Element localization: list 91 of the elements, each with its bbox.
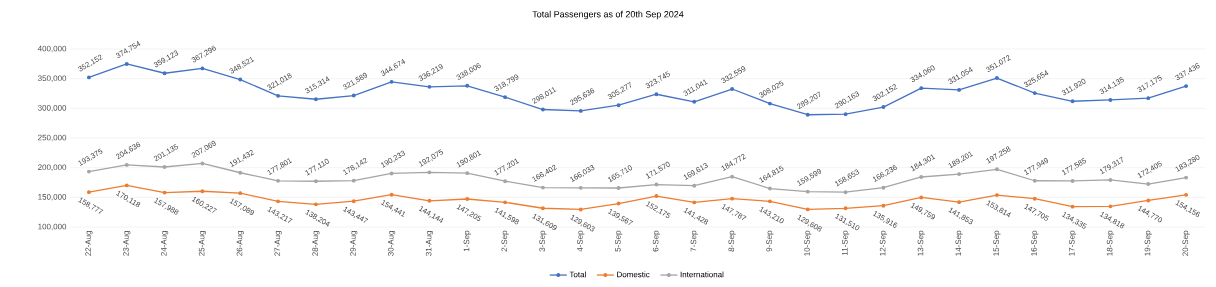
point [919, 195, 924, 200]
point [1184, 84, 1189, 89]
point [238, 191, 243, 196]
point [276, 93, 281, 98]
point [654, 92, 659, 97]
point [1108, 177, 1113, 182]
point [994, 193, 999, 198]
point [276, 199, 281, 204]
point [1146, 96, 1151, 101]
point [767, 186, 772, 191]
point [1032, 91, 1037, 96]
point [389, 192, 394, 197]
point [616, 103, 621, 108]
chart-title: Total Passengers as of 20th Sep 2024 [532, 10, 684, 20]
point [692, 99, 697, 104]
point [616, 186, 621, 190]
point [881, 185, 886, 190]
point [86, 190, 91, 195]
point [730, 196, 735, 201]
point [994, 167, 999, 172]
point [805, 207, 810, 212]
point [465, 83, 470, 88]
point [427, 198, 432, 203]
point [238, 77, 243, 82]
point [1108, 204, 1113, 209]
point [162, 71, 167, 76]
point [1032, 196, 1037, 201]
point [730, 87, 735, 91]
point [805, 112, 810, 117]
point [692, 183, 697, 188]
point [540, 206, 545, 211]
point [578, 185, 583, 190]
point [654, 182, 659, 187]
point [540, 185, 545, 190]
point [313, 179, 318, 184]
point [124, 162, 129, 167]
point [465, 197, 470, 201]
point [1108, 98, 1113, 102]
point [503, 200, 508, 205]
point [313, 97, 318, 102]
point [351, 199, 356, 204]
point [616, 201, 621, 206]
point [919, 175, 924, 179]
point [465, 171, 470, 176]
point [805, 189, 810, 194]
point [767, 101, 772, 106]
point [162, 165, 167, 169]
point [200, 66, 205, 71]
point [1146, 182, 1151, 186]
point [919, 86, 924, 91]
point [313, 202, 318, 207]
point [957, 172, 962, 177]
point [1184, 192, 1189, 197]
point [1146, 198, 1151, 203]
point [238, 170, 243, 175]
point [692, 200, 697, 205]
point [843, 190, 848, 195]
point [200, 161, 205, 166]
point [578, 207, 583, 212]
point [843, 112, 848, 117]
point [86, 169, 91, 174]
point [427, 170, 432, 175]
point [1184, 175, 1189, 180]
point [124, 183, 129, 188]
point [86, 75, 91, 80]
point [1070, 99, 1075, 104]
point [957, 200, 962, 205]
point [730, 174, 735, 179]
point [843, 206, 848, 211]
point [276, 178, 281, 183]
point [767, 199, 772, 204]
point [389, 171, 394, 176]
point [1032, 178, 1037, 183]
point [654, 194, 659, 198]
point [124, 62, 129, 66]
point [427, 84, 432, 89]
point [881, 203, 886, 208]
point [578, 108, 583, 113]
point [881, 105, 886, 109]
point [540, 107, 545, 112]
point [994, 76, 999, 80]
point [503, 95, 508, 100]
point [200, 189, 205, 194]
point [351, 178, 356, 183]
point [351, 93, 356, 98]
point [1070, 204, 1075, 209]
point [162, 190, 167, 195]
point [1070, 179, 1075, 183]
point [957, 87, 962, 92]
point [389, 79, 394, 84]
point [503, 179, 508, 184]
